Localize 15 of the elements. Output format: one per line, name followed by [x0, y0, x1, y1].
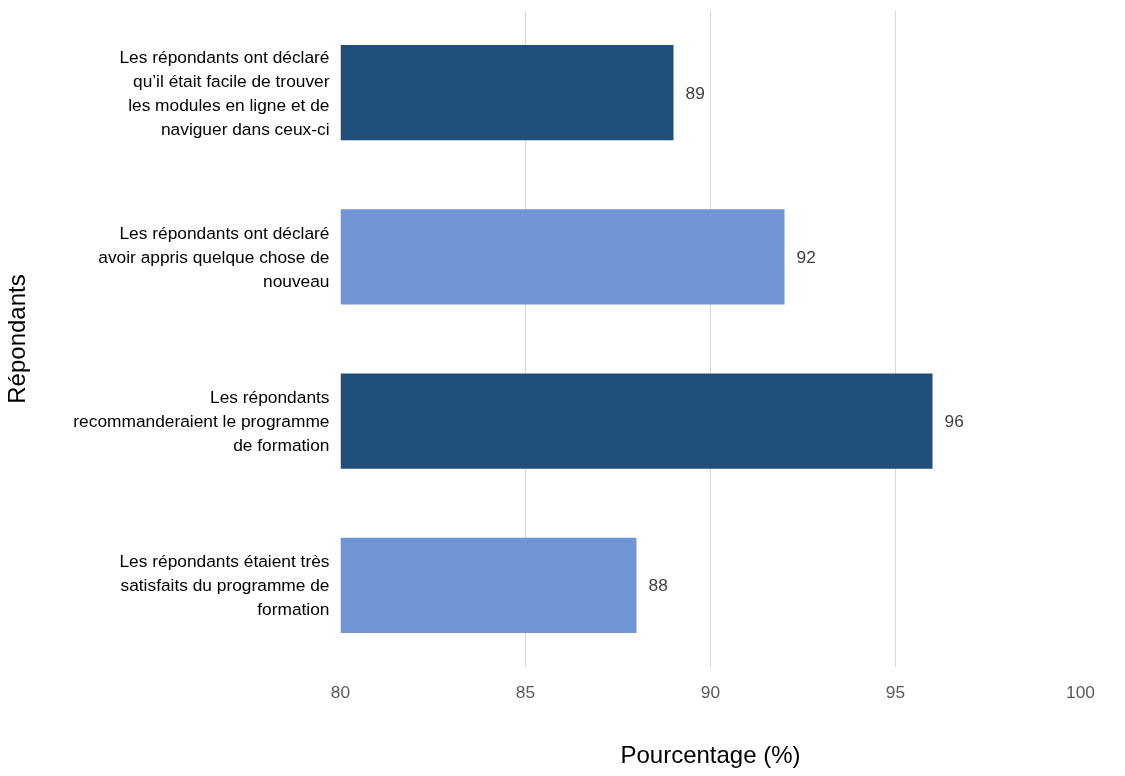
data-label: 89	[685, 82, 705, 103]
data-label: 88	[648, 575, 668, 596]
x-tick-label: 95	[885, 681, 906, 702]
data-label: 96	[944, 411, 964, 432]
y-tick-label: Les répondants ont déclaré avoir appris quelque chose de nouveau	[98, 222, 330, 291]
x-axis-title: Pourcentage (%)	[620, 740, 801, 768]
x-tick-label: 80	[330, 681, 351, 702]
y-tick-label: Les répondants recommanderaient le programme de formation	[73, 387, 330, 456]
x-tick-label: 90	[700, 681, 721, 702]
x-tick-label: 100	[1066, 681, 1095, 702]
x-tick-label: 85	[515, 681, 536, 702]
y-tick-label: Les répondants ont déclaré qu’il était facile de trouver les modules en ligne et de naviguer dans ceux-ci	[119, 46, 330, 139]
y-tick-label: Les répondants étaient très satisfaits du programme de formation	[119, 551, 330, 620]
data-label: 92	[796, 246, 816, 267]
y-axis-title: Répondants	[3, 274, 31, 404]
